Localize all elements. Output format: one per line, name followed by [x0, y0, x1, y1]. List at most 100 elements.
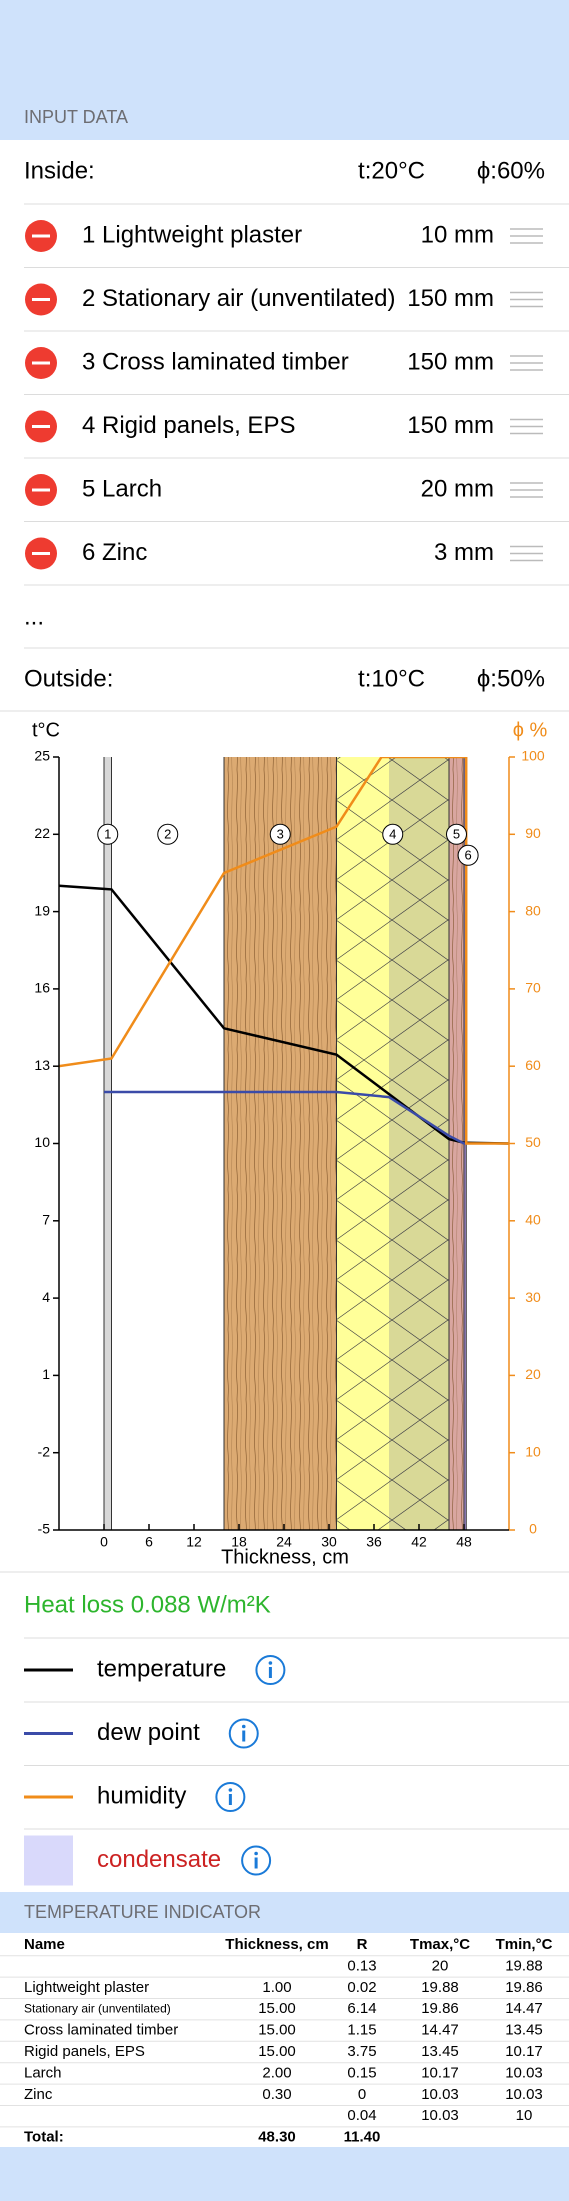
remove-icon — [32, 488, 50, 492]
x-tick-label: 42 — [411, 1534, 427, 1550]
layer-thickness: 150 mm — [407, 412, 494, 439]
table-header-bar — [0, 1892, 569, 1933]
table-cell: Rigid panels, EPS — [24, 2043, 145, 2060]
remove-icon — [32, 361, 50, 365]
y2-axis-title: ϕ % — [513, 719, 548, 741]
x-tick-label: 24 — [276, 1534, 292, 1550]
y-tick-label: -5 — [38, 1521, 51, 1537]
info-button[interactable] — [215, 1782, 246, 1812]
x-tick-label: 48 — [456, 1534, 472, 1550]
info-button[interactable] — [241, 1845, 272, 1876]
layer-name: 3 Cross laminated timber — [82, 348, 349, 375]
y-tick-label: 16 — [34, 980, 50, 996]
info-button[interactable] — [255, 1655, 286, 1685]
y-tick-label: 22 — [34, 825, 50, 841]
table-cell: 1.00 — [262, 1979, 291, 1996]
section-title: INPUT DATA — [24, 107, 128, 127]
table-cell: 19.88 — [505, 1957, 543, 1974]
y-tick-label: 19 — [34, 902, 50, 918]
y2-tick-label: 100 — [521, 748, 545, 764]
table-cell: 19.86 — [421, 2000, 459, 2017]
table-header: Thickness, cm — [225, 1936, 328, 1953]
y2-tick-label: 40 — [525, 1212, 541, 1228]
layer-marker — [382, 823, 404, 845]
top-bar — [0, 0, 569, 140]
info-dot — [268, 1661, 273, 1665]
layer-texture — [224, 757, 337, 1530]
inside-label: Inside: — [24, 157, 95, 184]
table-cell: 10.17 — [421, 2064, 459, 2081]
table-cell: 10.03 — [421, 2107, 459, 2124]
table-cell: 20 — [432, 1957, 449, 1974]
table-cell: 10.03 — [505, 2086, 543, 2103]
y2-tick-label: 10 — [525, 1443, 541, 1459]
remove-icon — [32, 234, 50, 238]
table-cell: 10.03 — [505, 2064, 543, 2081]
table-header: Tmin,°C — [496, 1936, 553, 1953]
outside-label: Outside: — [24, 665, 113, 692]
layer-marker-label: 2 — [164, 827, 171, 842]
table-cell: 15.00 — [258, 2022, 296, 2039]
layer-thickness: 20 mm — [421, 475, 494, 502]
y-tick-label: 4 — [42, 1289, 50, 1305]
layer-marker — [97, 823, 119, 845]
layer-name: 6 Zinc — [82, 539, 147, 566]
x-tick-label: 6 — [145, 1534, 153, 1550]
x-tick-label: 0 — [100, 1534, 108, 1550]
table-cell: 11.40 — [344, 2129, 381, 2146]
table-cell: 19.88 — [421, 1979, 459, 1996]
table-cell: Cross laminated timber — [24, 2022, 178, 2039]
info-dot — [254, 1851, 258, 1856]
table-cell: 10.03 — [421, 2086, 459, 2103]
y-tick-label: 7 — [42, 1212, 50, 1228]
table-cell: 0.30 — [262, 2086, 291, 2103]
heat-loss: Heat loss 0.088 W/m²K — [24, 1591, 271, 1618]
table-cell: 13.45 — [421, 2043, 459, 2060]
table-cell: 2.00 — [262, 2064, 291, 2081]
plot — [59, 757, 509, 1530]
table-cell: 15.00 — [258, 2000, 296, 2017]
info-bar — [254, 1857, 258, 1869]
remove-icon — [32, 425, 50, 428]
layer-thickness: 150 mm — [407, 285, 494, 312]
inside-temp: t:20°C — [358, 157, 425, 184]
layer-band — [111, 757, 224, 1530]
legend-label: condensate — [97, 1846, 221, 1873]
inside-humidity: ϕ:60% — [477, 157, 545, 184]
layer-band — [104, 757, 112, 1530]
table-cell: 0.13 — [347, 1957, 376, 1974]
table-cell: 48.30 — [258, 2129, 296, 2146]
info-bar — [242, 1730, 246, 1742]
x-tick-label: 30 — [321, 1534, 337, 1550]
outside-temp: t:10°C — [358, 665, 425, 692]
table-cell: 0.04 — [347, 2107, 376, 2124]
table-cell: 0 — [358, 2086, 366, 2103]
table-cell: 14.47 — [505, 2000, 543, 2017]
layer-marker-label: 6 — [465, 848, 472, 863]
table-cell: 6.14 — [347, 2000, 376, 2017]
table-cell: 10.17 — [505, 2043, 543, 2060]
layer-thickness: 150 mm — [407, 348, 494, 375]
layer-marker — [457, 844, 479, 866]
more: ... — [24, 603, 44, 630]
y2-tick-label: 0 — [529, 1521, 537, 1537]
x-tick-label: 36 — [366, 1534, 382, 1550]
table-cell: 1.15 — [347, 2022, 376, 2039]
y2-tick-label: 60 — [525, 1057, 541, 1073]
table-cell: 0.15 — [347, 2064, 376, 2081]
y-axis-title: t°C — [32, 719, 60, 741]
info-button[interactable] — [228, 1718, 259, 1749]
layer-texture — [449, 757, 464, 1530]
table-cell: 13.45 — [505, 2022, 543, 2039]
table-cell: Total: — [24, 2129, 64, 2146]
series-line — [59, 757, 509, 1145]
legend-label: dew point — [97, 1719, 200, 1746]
table-cell: 15.00 — [258, 2043, 296, 2060]
layer-marker-label: 3 — [277, 827, 284, 842]
table-cell: 3.75 — [347, 2043, 376, 2060]
x-tick-label: 12 — [186, 1534, 202, 1550]
y-tick-label: 13 — [34, 1057, 50, 1073]
y2-tick-label: 50 — [525, 1134, 541, 1150]
legend-label: temperature — [97, 1655, 226, 1682]
